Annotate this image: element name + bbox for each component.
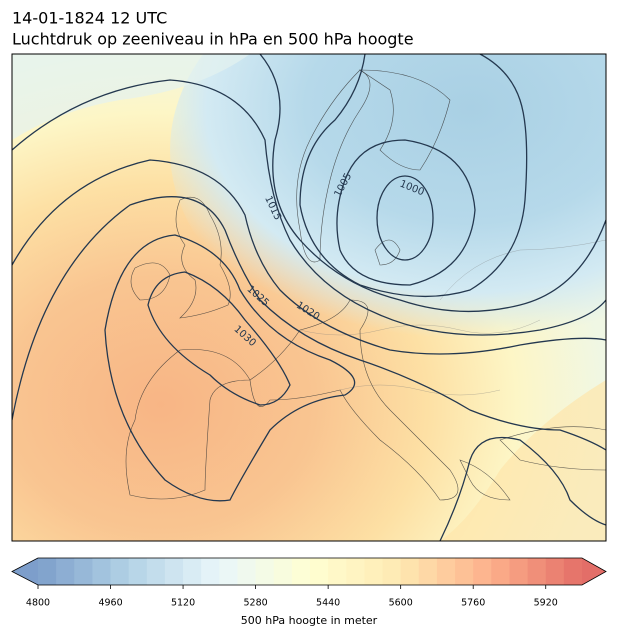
colorbar-tick-label: 5120 bbox=[171, 598, 195, 609]
colorbar-tick-label: 5920 bbox=[534, 598, 558, 609]
colorbar-tick-label: 4960 bbox=[98, 598, 122, 609]
colorbar-segment bbox=[509, 558, 529, 585]
colorbar-segment bbox=[255, 558, 275, 585]
colorbar-segment bbox=[364, 558, 384, 585]
colorbar-segment bbox=[436, 558, 456, 585]
colorbar-segment bbox=[38, 558, 57, 585]
colorbar-segment bbox=[545, 558, 565, 585]
colorbar-segment bbox=[201, 558, 220, 585]
colorbar-segment bbox=[328, 558, 347, 585]
colorbar-segment bbox=[382, 558, 402, 585]
colorbar-segment bbox=[455, 558, 474, 585]
colorbar-segment bbox=[473, 558, 492, 585]
colorbar-segment bbox=[563, 558, 583, 585]
colorbar-segment bbox=[346, 558, 365, 585]
colorbar-segment bbox=[164, 558, 184, 585]
colorbar-extend-high bbox=[582, 558, 606, 585]
title: 14-01-1824 12 UTC bbox=[12, 9, 167, 28]
colorbar-segment bbox=[291, 558, 311, 585]
subtitle: Luchtdruk op zeeniveau in hPa en 500 hPa… bbox=[12, 30, 414, 49]
colorbar-segment bbox=[527, 558, 547, 585]
colorbar-segment bbox=[310, 558, 329, 585]
colorbar: 4800 4960 5120 5280 5440 5600 5760 5920 bbox=[11, 557, 607, 609]
colorbar-tick-label: 5280 bbox=[244, 598, 268, 609]
colorbar-outline bbox=[11, 557, 607, 586]
colorbar-segment bbox=[56, 558, 75, 585]
colorbar-segment bbox=[273, 558, 293, 585]
colorbar-segment bbox=[400, 558, 420, 585]
colorbar-segment bbox=[237, 558, 257, 585]
colorbar-segment bbox=[92, 558, 112, 585]
colorbar-segment bbox=[110, 558, 130, 585]
colorbar-segment bbox=[418, 558, 438, 585]
colorbar-label: 500 hPa hoogte in meter bbox=[241, 614, 378, 627]
colorbar-segment bbox=[128, 558, 148, 585]
map-frame bbox=[11, 53, 607, 542]
colorbar-tick-label: 4800 bbox=[26, 598, 50, 609]
colorbar-extend-low bbox=[12, 558, 38, 585]
colorbar-segment bbox=[74, 558, 93, 585]
colorbar-segment bbox=[491, 558, 510, 585]
colorbar-tick-label: 5600 bbox=[389, 598, 413, 609]
colorbar-tick-label: 5440 bbox=[316, 598, 340, 609]
colorbar-segment bbox=[183, 558, 202, 585]
colorbar-segment bbox=[146, 558, 166, 585]
colorbar-segment bbox=[219, 558, 238, 585]
colorbar-tick-label: 5760 bbox=[461, 598, 485, 609]
